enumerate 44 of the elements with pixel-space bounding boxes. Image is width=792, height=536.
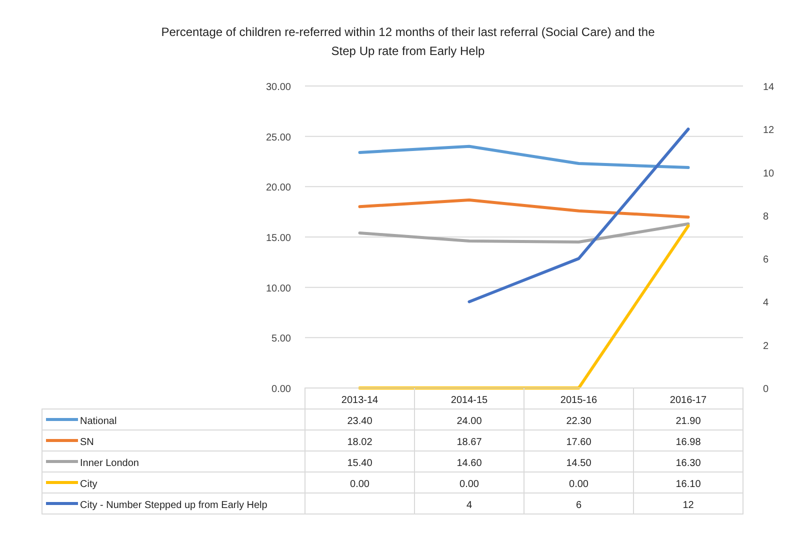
legend-label: National <box>80 416 117 427</box>
data-label: 0.00 <box>569 479 589 490</box>
y2-tick-label: 4 <box>763 298 769 309</box>
legend-label: City - Number Stepped up from Early Help <box>80 500 268 511</box>
y-tick-label: 30.00 <box>266 82 292 93</box>
data-label: 6 <box>576 500 582 511</box>
y2-tick-label: 12 <box>763 125 775 136</box>
chart-title: Percentage of children re-referred within 12 months of their last referral (Social Care) and the Step Up rate from Early Help <box>161 25 656 58</box>
y-tick-label: 10.00 <box>266 283 292 294</box>
legend-label: City <box>80 479 98 490</box>
x-tick-label: 2016-17 <box>670 395 708 406</box>
y2-tick-label: 6 <box>763 254 769 266</box>
y-tick-label: 25.00 <box>266 132 292 144</box>
data-label: 18.67 <box>456 437 482 448</box>
x-tick-label: 2013-14 <box>341 395 379 406</box>
data-label: 16.30 <box>676 458 702 469</box>
data-label: 14.50 <box>566 458 592 469</box>
y-tick-label: 0.00 <box>272 384 292 395</box>
data-label: 15.40 <box>347 458 373 469</box>
data-label: 23.40 <box>347 416 373 427</box>
data-label: 12 <box>682 500 694 511</box>
data-label: 17.60 <box>566 437 592 448</box>
data-label: 14.60 <box>456 458 482 469</box>
x-tick-label: 2014-15 <box>450 395 488 406</box>
y-tick-label: 15.00 <box>266 233 292 244</box>
data-label: 21.90 <box>676 416 702 427</box>
data-label: 18.02 <box>347 437 373 448</box>
data-label: 16.10 <box>676 479 702 490</box>
x-tick-label: 2015-16 <box>560 395 598 406</box>
data-label: 22.30 <box>566 416 592 427</box>
legend-label: SN <box>80 437 94 448</box>
data-label: 0.00 <box>350 479 370 490</box>
data-label: 16.98 <box>676 437 702 448</box>
y-tick-label: 20.00 <box>266 182 292 194</box>
y-tick-label: 5.00 <box>272 334 292 345</box>
data-label: 4 <box>466 500 472 511</box>
y2-tick-label: 10 <box>763 168 775 180</box>
legend-label: Inner London <box>80 458 139 469</box>
data-label: 0.00 <box>460 479 480 490</box>
y2-tick-label: 8 <box>763 211 769 222</box>
y2-tick-label: 2 <box>763 340 769 352</box>
y2-tick-label: 0 <box>763 384 769 395</box>
y2-tick-label: 14 <box>763 82 775 93</box>
data-label: 24.00 <box>456 416 482 427</box>
